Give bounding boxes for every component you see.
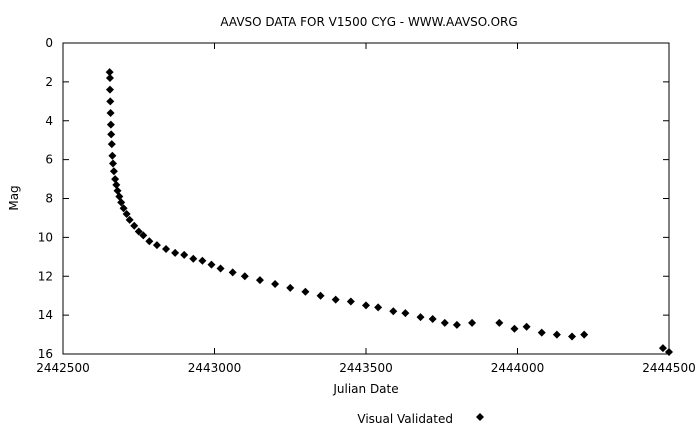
y-tick-label: 0: [45, 36, 53, 50]
data-point: [568, 332, 577, 341]
data-point: [117, 198, 126, 207]
data-point: [139, 231, 148, 240]
data-point: [171, 248, 180, 257]
data-point: [113, 186, 122, 195]
data-point: [207, 260, 216, 269]
data-point: [130, 221, 139, 230]
data-point: [107, 130, 116, 139]
data-point: [331, 295, 340, 304]
data-point: [495, 318, 504, 327]
data-point: [316, 291, 325, 300]
x-tick-label: 2444500: [642, 361, 695, 375]
data-point: [362, 301, 370, 310]
data-point: [346, 297, 355, 306]
data-point: [107, 140, 116, 149]
data-point: [216, 264, 225, 273]
y-tick-label: 12: [38, 269, 53, 283]
data-point: [389, 307, 398, 316]
data-point: [109, 167, 118, 176]
data-point: [522, 322, 531, 331]
data-point: [510, 324, 519, 333]
y-tick-label: 6: [45, 153, 53, 167]
data-point: [111, 175, 120, 184]
data-point: [106, 108, 115, 117]
data-point: [271, 280, 280, 289]
data-point: [152, 241, 161, 250]
data-point: [198, 256, 207, 265]
data-point: [180, 250, 189, 259]
data-point: [112, 180, 121, 189]
x-tick-label: 2442500: [36, 361, 89, 375]
data-point: [108, 159, 117, 168]
x-tick-label: 2443000: [188, 361, 241, 375]
y-tick-label: 10: [38, 230, 53, 244]
data-point: [145, 237, 154, 246]
data-point: [452, 320, 461, 329]
data-point: [228, 268, 237, 277]
data-point: [416, 313, 425, 322]
data-point: [537, 328, 546, 337]
data-point: [468, 318, 477, 327]
legend-label: Visual Validated: [357, 412, 453, 425]
data-point: [106, 120, 115, 129]
y-tick-label: 2: [45, 75, 53, 89]
x-axis-label: Julian Date: [332, 382, 398, 396]
data-point: [374, 303, 383, 312]
data-point: [428, 315, 437, 324]
data-point: [115, 192, 124, 201]
data-point: [255, 276, 264, 285]
x-axis: 2442500 2443000 2443500 2444000 2444500: [36, 43, 696, 375]
y-axis: 0 2 4 6 8 10 12 14 16: [38, 36, 669, 361]
x-tick-label: 2444000: [491, 361, 544, 375]
y-tick-label: 14: [38, 308, 53, 322]
y-tick-label: 4: [45, 114, 53, 128]
data-point: [105, 85, 114, 94]
data-point: [658, 344, 667, 353]
data-point: [301, 287, 310, 296]
data-point: [122, 210, 131, 219]
data-point: [240, 272, 249, 281]
data-point: [286, 283, 295, 292]
data-point: [189, 254, 198, 263]
chart-title: AAVSO DATA FOR V1500 CYG - WWW.AAVSO.ORG: [220, 15, 517, 29]
data-point: [125, 215, 134, 224]
x-tick-label: 2443500: [339, 361, 392, 375]
legend: Visual Validated: [357, 412, 484, 425]
data-point: [440, 318, 449, 327]
data-point: [162, 245, 171, 254]
data-point: [665, 348, 673, 357]
data-point: [108, 151, 117, 160]
legend-marker-icon: [476, 413, 484, 421]
data-point: [401, 309, 410, 318]
y-tick-label: 16: [38, 347, 53, 361]
data-point: [119, 204, 128, 213]
y-axis-label: Mag: [7, 185, 21, 210]
data-point: [552, 330, 561, 339]
data-point: [106, 97, 115, 106]
data-point: [580, 330, 589, 339]
data-point: [105, 68, 114, 77]
data-point: [134, 227, 143, 236]
data-points: [105, 68, 673, 357]
data-point: [105, 73, 114, 82]
y-tick-label: 8: [45, 192, 53, 206]
